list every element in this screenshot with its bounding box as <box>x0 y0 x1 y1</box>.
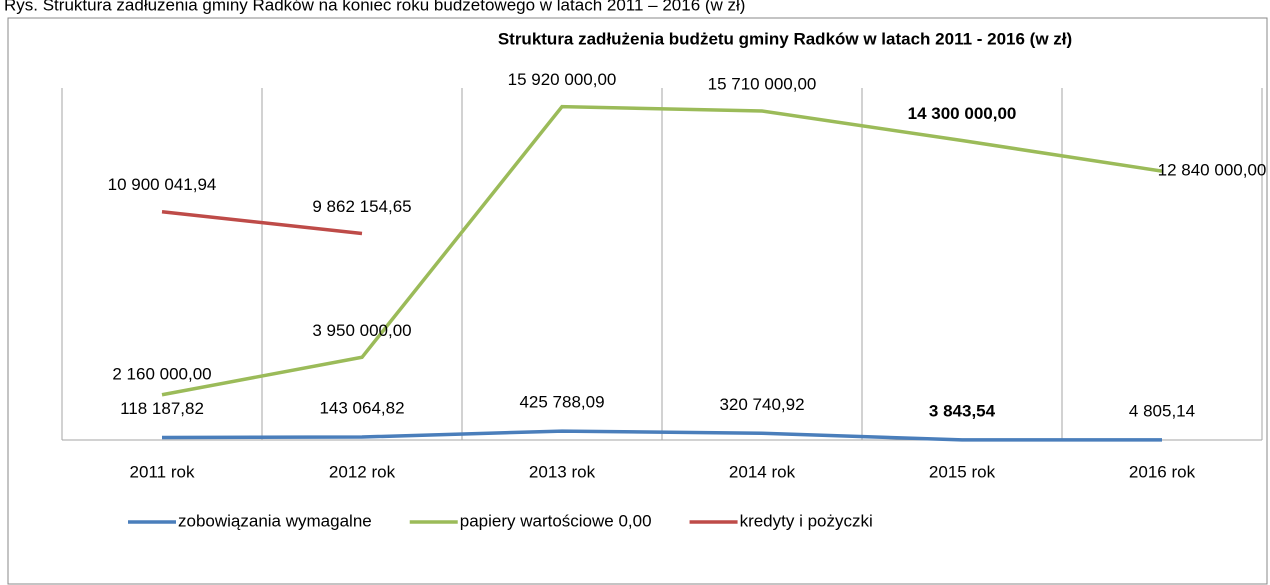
data-label: 3 950 000,00 <box>312 321 411 340</box>
data-label: 143 064,82 <box>319 398 404 417</box>
data-label: 2 160 000,00 <box>112 364 211 383</box>
series-line <box>161 104 1163 397</box>
legend-label: zobowiązania wymagalne <box>178 511 372 530</box>
x-tick-label: 2014 rok <box>729 462 796 481</box>
data-label: 9 862 154,65 <box>312 197 411 216</box>
x-tick-label: 2015 rok <box>929 462 996 481</box>
data-label: 320 740,92 <box>719 395 804 414</box>
chart-title: Struktura zadłużenia budżetu gminy Radkó… <box>498 29 1072 48</box>
legend-label: kredyty i pożyczki <box>740 511 873 530</box>
data-label: 425 788,09 <box>519 393 604 412</box>
x-tick-label: 2012 rok <box>329 462 396 481</box>
data-label: 3 843,54 <box>929 401 996 420</box>
legend-label: papiery wartościowe 0,00 <box>460 511 652 530</box>
series-line <box>161 210 363 236</box>
x-tick-label: 2011 rok <box>130 462 195 481</box>
data-label: 4 805,14 <box>1129 401 1195 420</box>
caption: Rys. Struktura zadłużenia gminy Radków n… <box>4 0 745 14</box>
data-label: 10 900 041,94 <box>108 175 217 194</box>
data-label: 14 300 000,00 <box>908 104 1017 123</box>
chart-frame <box>7 17 1268 585</box>
series-line <box>161 429 1163 442</box>
x-tick-label: 2016 rok <box>1129 462 1196 481</box>
data-label: 118 187,82 <box>120 399 204 418</box>
data-label: 15 920 000,00 <box>508 70 617 89</box>
data-label: 12 840 000,00 <box>1158 161 1267 180</box>
x-tick-label: 2013 rok <box>529 462 596 481</box>
data-label: 15 710 000,00 <box>708 74 817 93</box>
